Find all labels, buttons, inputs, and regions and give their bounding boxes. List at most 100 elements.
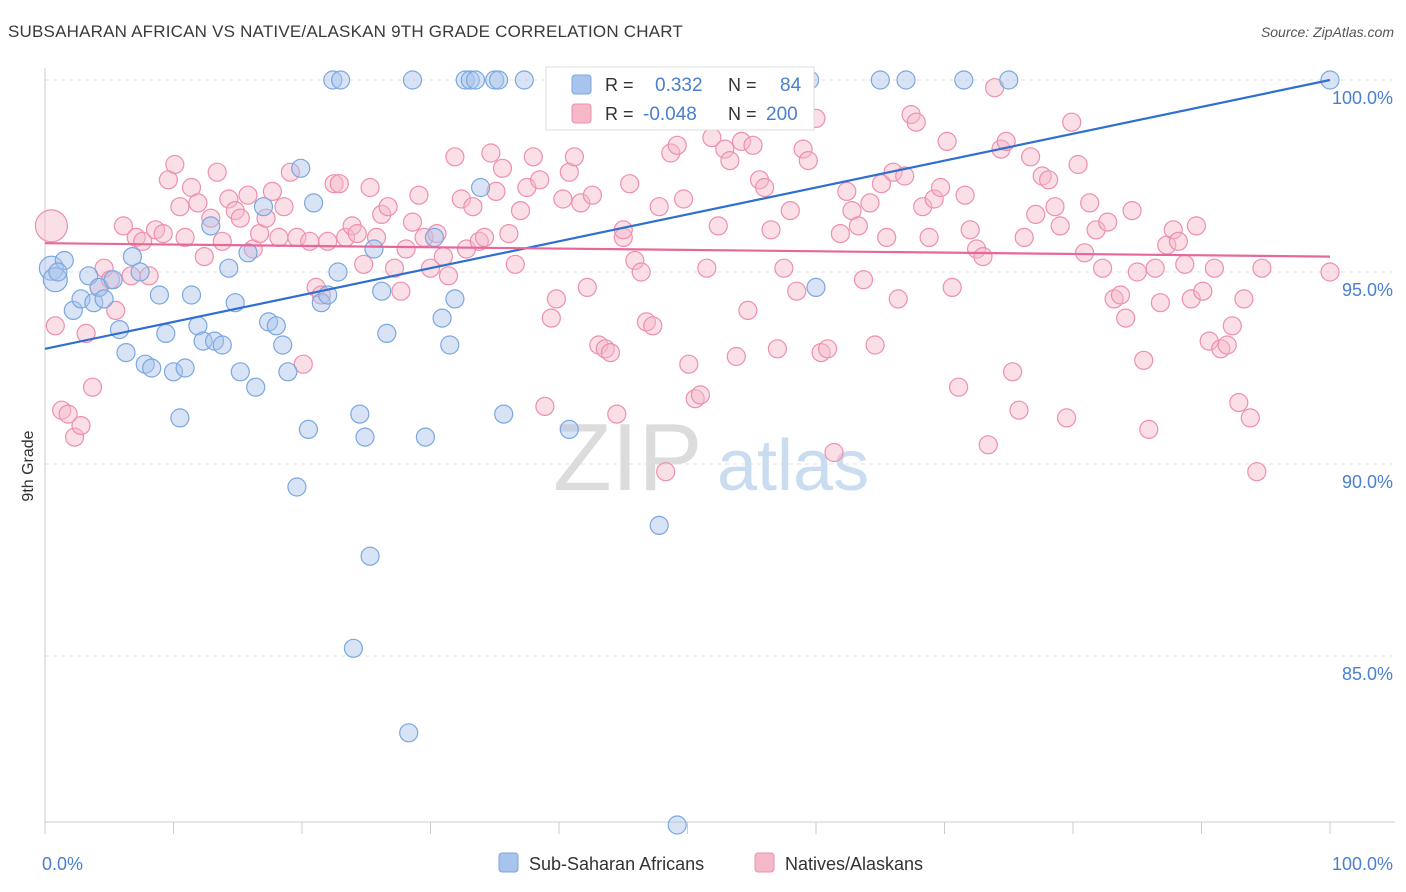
natives-point bbox=[673, 189, 694, 209]
natives-point bbox=[1222, 316, 1242, 336]
natives-point bbox=[318, 231, 338, 251]
natives-point bbox=[780, 201, 800, 221]
sub-saharan-point bbox=[170, 408, 190, 428]
legend-label-natives: Natives/Alaskans bbox=[785, 854, 923, 874]
sub-saharan-point bbox=[63, 300, 83, 320]
watermark-zip: ZIP bbox=[553, 404, 702, 511]
natives-point bbox=[571, 193, 591, 213]
sub-saharan-point bbox=[323, 70, 343, 90]
natives-point bbox=[535, 396, 555, 416]
natives-point bbox=[600, 343, 621, 363]
natives-point bbox=[293, 354, 313, 374]
natives-point bbox=[1056, 408, 1077, 428]
natives-point bbox=[445, 147, 465, 167]
natives-point bbox=[402, 212, 423, 232]
sub-saharan-point bbox=[201, 216, 221, 236]
legend-swatch-natives bbox=[754, 852, 775, 873]
natives-point bbox=[175, 227, 195, 247]
sub-saharan-point bbox=[212, 335, 232, 355]
natives-point bbox=[1092, 258, 1113, 278]
natives-point bbox=[523, 147, 543, 167]
natives-point bbox=[720, 151, 740, 171]
sub-saharan-point bbox=[273, 335, 293, 355]
natives-point bbox=[1240, 408, 1260, 428]
natives-point bbox=[1320, 262, 1340, 282]
natives-point bbox=[625, 250, 645, 271]
sub-saharan-trend-line bbox=[44, 78, 1331, 350]
natives-point bbox=[848, 216, 869, 236]
natives-point bbox=[347, 224, 367, 244]
natives-point bbox=[1116, 308, 1136, 328]
sub-saharan-point bbox=[54, 250, 74, 271]
natives-point bbox=[685, 389, 705, 409]
natives-point bbox=[113, 216, 134, 236]
natives-point bbox=[767, 339, 788, 359]
natives-point bbox=[262, 181, 282, 201]
natives-point bbox=[1139, 419, 1159, 439]
natives-point bbox=[269, 227, 289, 247]
natives-point bbox=[607, 404, 627, 424]
sub-saharan-point bbox=[432, 308, 452, 328]
stats-r-label: R = bbox=[605, 104, 634, 124]
natives-point bbox=[378, 197, 398, 217]
natives-point bbox=[219, 189, 239, 209]
natives-point bbox=[329, 174, 349, 194]
sub-saharan-point bbox=[266, 316, 286, 336]
natives-point bbox=[564, 147, 585, 167]
trend-lines bbox=[44, 78, 1331, 350]
natives-point bbox=[1193, 281, 1213, 301]
natives-point bbox=[530, 170, 550, 190]
natives-point bbox=[1175, 254, 1195, 274]
sub-saharan-point bbox=[350, 404, 370, 424]
natives-point bbox=[212, 231, 232, 251]
natives-point bbox=[1163, 220, 1183, 240]
stats-n-value: 200 bbox=[766, 104, 798, 125]
natives-point bbox=[620, 174, 640, 194]
sub-saharan-point bbox=[94, 289, 114, 309]
natives-point bbox=[474, 227, 495, 247]
natives-point bbox=[1217, 335, 1237, 355]
natives-point bbox=[34, 209, 69, 243]
natives-point bbox=[631, 262, 651, 282]
natives-point bbox=[396, 239, 416, 259]
natives-point bbox=[76, 323, 96, 343]
natives-point bbox=[865, 335, 885, 355]
sub-saharan-point bbox=[355, 427, 375, 447]
natives-point bbox=[546, 289, 567, 309]
y-axis-label: 9th Grade bbox=[20, 430, 37, 501]
stats-r-value: 0.332 bbox=[655, 75, 703, 96]
natives-point bbox=[731, 131, 752, 151]
sub-saharan-point bbox=[514, 70, 534, 90]
natives-point bbox=[372, 204, 392, 224]
natives-point bbox=[238, 185, 258, 205]
series-legend: Sub-Saharan Africans Natives/Alaskans bbox=[498, 852, 923, 874]
legend-swatch-sub-saharan bbox=[498, 852, 519, 873]
natives-point bbox=[726, 346, 746, 367]
sub-saharan-point bbox=[230, 362, 250, 382]
x-tick-label: 100.0% bbox=[1332, 854, 1393, 874]
natives-point bbox=[1068, 154, 1088, 175]
natives-point bbox=[774, 258, 794, 278]
stats-r-label: R = bbox=[605, 75, 634, 95]
sub-saharan-point bbox=[360, 546, 380, 566]
natives-point bbox=[667, 135, 687, 155]
natives-point bbox=[837, 181, 857, 201]
natives-point bbox=[1229, 393, 1249, 413]
sub-saharan-point bbox=[287, 477, 307, 497]
natives-trend-line bbox=[44, 242, 1331, 258]
natives-point bbox=[1134, 350, 1154, 370]
natives-point bbox=[433, 247, 453, 267]
natives-point bbox=[438, 266, 459, 286]
sub-saharan-point bbox=[331, 70, 351, 90]
sub-saharan-point bbox=[364, 239, 384, 259]
sub-saharan-point bbox=[238, 243, 258, 263]
natives-point bbox=[661, 143, 681, 163]
sub-saharan-point bbox=[471, 177, 491, 198]
natives-point bbox=[230, 208, 250, 228]
natives-point bbox=[274, 197, 294, 217]
natives-point bbox=[510, 201, 531, 221]
natives-point bbox=[853, 270, 874, 290]
natives-point bbox=[649, 197, 669, 217]
sub-saharan-point bbox=[402, 70, 423, 90]
natives-point bbox=[1199, 331, 1219, 351]
